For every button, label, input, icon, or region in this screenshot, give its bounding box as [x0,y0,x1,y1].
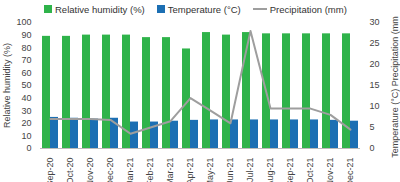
svg-text:May-21: May-21 [205,158,215,182]
svg-text:15: 15 [370,80,380,90]
svg-text:Dec-20: Dec-20 [105,158,115,182]
svg-text:0: 0 [26,143,31,153]
svg-text:50: 50 [21,80,31,90]
svg-text:70: 70 [21,55,31,65]
svg-text:Aug-21: Aug-21 [265,158,275,182]
svg-text:Oct-20: Oct-20 [65,158,75,182]
svg-text:80: 80 [21,43,31,53]
svg-text:60: 60 [21,68,31,78]
svg-text:Mar-21: Mar-21 [165,158,175,182]
svg-text:0: 0 [370,143,375,153]
svg-text:Temperature (°C) Precipitation: Temperature (°C) Precipitation (mm) [390,16,400,158]
svg-text:Jul-21: Jul-21 [245,158,255,182]
svg-text:10: 10 [21,131,31,141]
svg-text:100: 100 [16,17,31,27]
svg-text:90: 90 [21,30,31,40]
svg-text:30: 30 [21,106,31,116]
html-text:Precipitation (mm): Precipitation (mm) [269,3,347,15]
svg-text:30: 30 [370,17,380,27]
html-text:Relative humidity (%): Relative humidity (%) [55,3,145,15]
svg-text:Feb-21: Feb-21 [145,158,155,182]
svg-text:Apr-21: Apr-21 [185,158,195,182]
svg-text:25: 25 [370,38,380,48]
svg-text:Relative humidity (%): Relative humidity (%) [2,43,12,128]
svg-text:20: 20 [370,59,380,69]
svg-text:5: 5 [370,122,375,132]
svg-text:Jun-21: Jun-21 [225,158,235,182]
svg-text:Dec-21: Dec-21 [345,158,355,182]
svg-text:Oct-21: Oct-21 [305,158,315,182]
svg-text:10: 10 [370,101,380,111]
svg-text:20: 20 [21,118,31,128]
svg-text:40: 40 [21,93,31,103]
svg-text:Nov-20: Nov-20 [85,158,95,182]
svg-text:Jan-21: Jan-21 [125,158,135,182]
svg-text:Nov-21: Nov-21 [325,158,335,182]
svg-text:Sep-20: Sep-20 [45,158,55,182]
svg-text:Sep-21: Sep-21 [285,158,295,182]
html-text:Temperature (°C): Temperature (°C) [167,3,241,15]
